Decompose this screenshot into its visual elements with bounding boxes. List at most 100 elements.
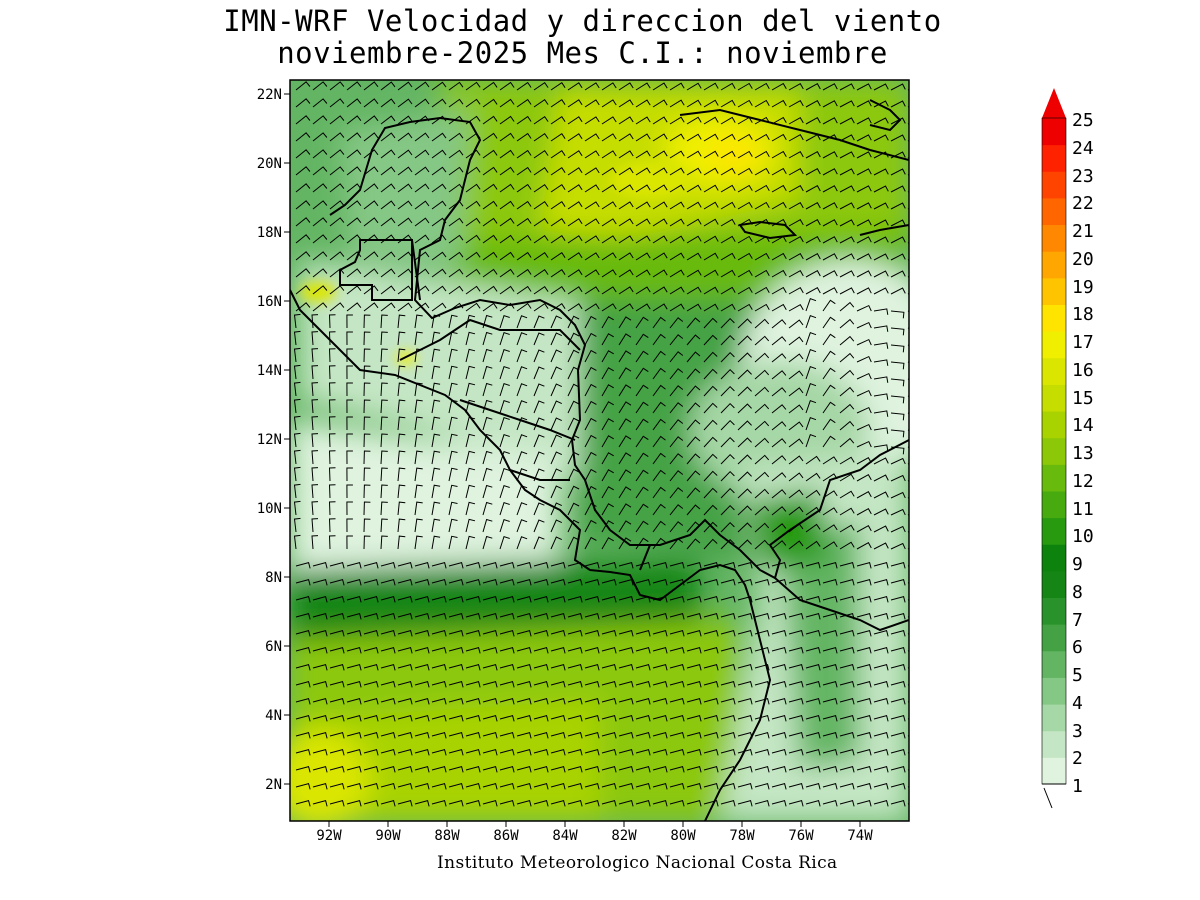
colorbar-swatch <box>1042 624 1066 652</box>
wind-barb <box>397 680 413 688</box>
wind-barb <box>329 765 345 773</box>
wind-barb <box>346 234 362 244</box>
wind-barb <box>295 268 311 278</box>
wind-barb <box>907 786 909 788</box>
wind-barb <box>635 99 651 108</box>
wind-barb <box>686 595 702 603</box>
wind-barb <box>635 697 651 705</box>
wind-barb <box>703 419 718 431</box>
wind-barb <box>482 166 498 176</box>
wind-barb <box>652 469 666 482</box>
wind-barb <box>397 578 413 586</box>
wind-barb <box>431 285 447 295</box>
wind-barb <box>482 115 498 125</box>
wind-barb <box>703 99 719 108</box>
wind-barb <box>499 200 515 210</box>
wind-barb <box>431 467 441 482</box>
wind-barb <box>312 748 328 756</box>
wind-barb <box>618 367 632 380</box>
wind-barb <box>499 132 515 142</box>
wind-barb <box>346 251 362 261</box>
wind-barb <box>720 368 735 380</box>
wind-barb <box>873 168 889 176</box>
wind-barb <box>567 400 580 414</box>
wind-barb <box>669 799 685 807</box>
wind-barb <box>482 799 498 807</box>
wind-barb <box>737 352 752 363</box>
wind-barb <box>618 316 632 329</box>
wind-barb <box>907 548 909 550</box>
wind-barb <box>856 782 872 790</box>
wind-barb <box>788 270 804 278</box>
wind-barb <box>601 150 617 159</box>
wind-barb <box>703 646 719 654</box>
colorbar-label: 9 <box>1072 554 1083 575</box>
wind-barb <box>380 629 396 637</box>
colorbar-label: 21 <box>1072 221 1094 242</box>
wind-barb <box>686 303 702 312</box>
wind-barb <box>703 731 719 739</box>
wind-barb <box>328 433 336 448</box>
wind-barb <box>516 561 532 569</box>
wind-barb <box>873 578 889 586</box>
wind-barb <box>499 348 510 363</box>
wind-barb <box>601 350 614 363</box>
wind-barb <box>703 303 719 312</box>
wind-barb <box>397 81 413 91</box>
wind-barb <box>890 474 906 482</box>
wind-barb <box>737 335 752 346</box>
wind-barb <box>312 629 328 637</box>
wind-barb <box>805 765 821 773</box>
wind-barb <box>567 578 583 586</box>
wind-barb <box>873 117 889 125</box>
wind-barb <box>295 251 311 261</box>
wind-barb <box>771 782 787 790</box>
wind-barb <box>601 316 614 329</box>
wind-barb <box>567 561 583 569</box>
wind-barb <box>567 269 583 278</box>
wind-barb <box>414 535 423 550</box>
wind-barb <box>346 714 362 722</box>
wind-barb <box>584 133 600 142</box>
wind-barb <box>890 236 906 244</box>
wind-barb <box>635 520 649 533</box>
wind-barb <box>414 399 423 414</box>
wind-barb <box>635 469 649 482</box>
wind-barb <box>448 382 458 397</box>
wind-barb <box>550 218 566 227</box>
wind-barb <box>839 680 855 688</box>
wind-barb <box>346 501 353 516</box>
wind-barb <box>312 217 328 227</box>
wind-barb <box>873 525 889 533</box>
wind-barb <box>669 663 685 671</box>
wind-barb <box>856 578 872 586</box>
wind-barb <box>669 184 685 193</box>
lat-label: 6N <box>265 639 282 655</box>
wind-barb <box>890 595 906 603</box>
wind-barb <box>550 383 563 397</box>
wind-barb <box>822 714 838 722</box>
wind-barb <box>805 83 821 91</box>
wind-barb <box>720 201 736 210</box>
wind-barb <box>397 450 406 465</box>
lon-label: 82W <box>611 828 637 844</box>
wind-barb <box>414 467 423 482</box>
wind-barb <box>839 473 855 482</box>
wind-barb <box>380 331 388 346</box>
wind-barb <box>669 419 684 431</box>
wind-barb <box>805 680 821 688</box>
wind-barb <box>397 285 413 295</box>
wind-barb <box>533 629 549 637</box>
wind-barb <box>533 349 545 363</box>
wind-barb <box>312 200 328 210</box>
wind-barb <box>635 435 649 448</box>
wind-barb <box>363 183 379 193</box>
wind-barb <box>465 765 481 773</box>
wind-barb <box>397 748 413 756</box>
wind-barb <box>329 98 345 108</box>
wind-barb <box>550 349 563 363</box>
wind-barb <box>720 334 735 346</box>
colorbar-swatch <box>1042 437 1066 465</box>
wind-barb <box>652 731 668 739</box>
wind-barb <box>363 646 379 654</box>
